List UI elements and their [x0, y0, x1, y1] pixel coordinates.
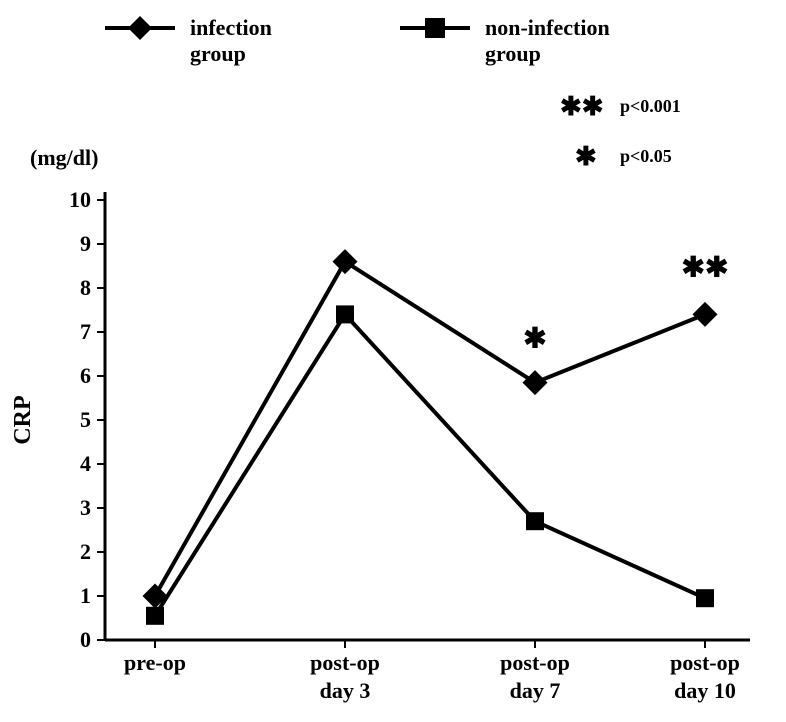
x-tick-label: post-op — [500, 650, 570, 675]
y-tick-label: 7 — [80, 319, 91, 344]
legend-label-noninfection-1: non-infection — [485, 15, 610, 40]
legend-label-infection-2: group — [190, 41, 246, 66]
marker-diamond — [693, 302, 718, 327]
point-significance: ✱✱ — [682, 252, 729, 283]
x-tick-label: post-op — [670, 650, 740, 675]
legend-marker-diamond — [128, 16, 152, 40]
legend-marker-square — [425, 18, 445, 38]
sig-label-double: p<0.001 — [620, 96, 681, 116]
legend-label-noninfection-2: group — [485, 41, 541, 66]
marker-square — [146, 607, 164, 625]
unit-label: (mg/dl) — [30, 145, 98, 170]
sig-label-single: p<0.05 — [620, 146, 672, 166]
chart-svg: infectiongroupnon-infectiongroup✱✱p<0.00… — [0, 0, 786, 722]
y-tick-label: 0 — [80, 627, 91, 652]
x-tick-label: post-op — [310, 650, 380, 675]
marker-square — [696, 589, 714, 607]
y-tick-label: 10 — [69, 187, 91, 212]
series-line-1 — [155, 314, 705, 615]
legend-label-infection-1: infection — [190, 15, 272, 40]
marker-square — [526, 512, 544, 530]
x-tick-sublabel: day 10 — [674, 678, 736, 703]
y-tick-label: 4 — [80, 451, 91, 476]
y-axis-label: CRP — [10, 395, 36, 444]
y-tick-label: 9 — [80, 231, 91, 256]
sig-symbol-single: ✱ — [575, 142, 597, 171]
marker-square — [336, 305, 354, 323]
x-tick-sublabel: day 7 — [510, 678, 561, 703]
x-tick-label: pre-op — [124, 650, 186, 675]
y-tick-label: 5 — [80, 407, 91, 432]
sig-symbol-double: ✱✱ — [560, 92, 604, 121]
point-significance: ✱ — [523, 324, 546, 355]
x-tick-sublabel: day 3 — [320, 678, 371, 703]
marker-diamond — [333, 249, 358, 274]
marker-diamond — [523, 370, 548, 395]
y-tick-label: 2 — [80, 539, 91, 564]
y-tick-label: 1 — [80, 583, 91, 608]
crp-chart: infectiongroupnon-infectiongroup✱✱p<0.00… — [0, 0, 786, 722]
y-tick-label: 8 — [80, 275, 91, 300]
y-tick-label: 3 — [80, 495, 91, 520]
y-tick-label: 6 — [80, 363, 91, 388]
series-line-0 — [155, 262, 705, 596]
